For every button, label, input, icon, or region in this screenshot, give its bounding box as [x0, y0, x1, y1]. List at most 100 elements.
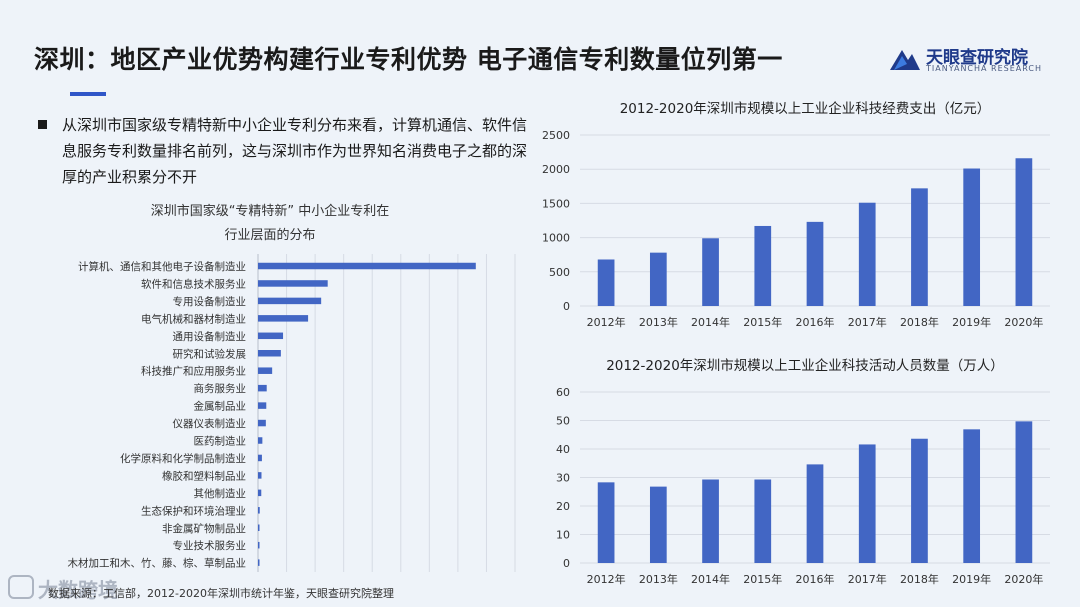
vbar-bar [702, 238, 719, 306]
vbar-ytick-label: 20 [556, 500, 570, 513]
hbar-category-label: 橡胶和塑料制品业 [162, 469, 246, 482]
hbar-category-label: 专业技术服务业 [173, 539, 247, 552]
vbar-ytick-label: 50 [556, 415, 570, 428]
vbar-xtick-label: 2017年 [848, 572, 887, 586]
hbar-bar [258, 297, 322, 305]
page-title: 深圳：地区产业优势构建行业专利优势 电子通信专利数量位列第一 [34, 45, 783, 74]
hbar-title-line-2: 行业层面的分布 [224, 228, 316, 243]
hbar-bar [258, 541, 260, 549]
hbar-category-label: 科技推广和应用服务业 [141, 365, 246, 378]
vbar-bar [963, 168, 981, 306]
vbar-bar [1015, 158, 1033, 306]
hbar-bar [258, 280, 328, 287]
hbar-category-label: 生态保护和环境治理业 [141, 504, 246, 517]
logo-subtitle: TIANYANCHA RESEARCH [926, 64, 1043, 73]
vbar-ytick-label: 1000 [542, 232, 570, 245]
vbar-ytick-label: 500 [549, 266, 570, 279]
vbar-bar [1015, 421, 1033, 563]
brand-logo: 天眼查研究院 TIANYANCHA RESEARCH [888, 42, 1048, 78]
vbar-xtick-label: 2014年 [691, 572, 730, 586]
vbar-bar [754, 479, 772, 563]
rd-personnel-bar-chart: 2012-2020年深圳市规模以上工业企业科技活动人员数量（万人） 0 10 20 30… [556, 357, 1050, 586]
hbar-category-label: 非金属矿物制品业 [162, 522, 246, 535]
vbar-bar [806, 221, 824, 306]
vbar-bar [806, 464, 824, 563]
vbar-bar [649, 252, 667, 306]
watermark-text: 大数跨境 [38, 578, 118, 602]
vbar-bar [597, 259, 615, 306]
hbar-bar [258, 507, 260, 514]
vbar-bar [754, 225, 772, 306]
vbar-xtick-label: 2015年 [743, 315, 782, 329]
vbar-bar [911, 188, 928, 306]
hbar-category-label: 化学原料和化学制品制造业 [120, 452, 246, 465]
vbar-chart-title: 2012-2020年深圳市规模以上工业企业科技活动人员数量（万人） [606, 357, 1004, 374]
vbar-xtick-label: 2012年 [587, 572, 626, 586]
hbar-category-label: 研究和试验发展 [173, 347, 247, 360]
vbar-ytick-label: 40 [556, 443, 570, 456]
hbar-category-label: 仪器仪表制造业 [173, 417, 247, 430]
vbar-bar [858, 444, 876, 563]
vbar-xtick-label: 2020年 [1004, 572, 1043, 586]
title-underline [70, 92, 106, 96]
vbar-xtick-label: 2016年 [796, 572, 835, 586]
hbar-bar [258, 332, 284, 340]
hbar-bar [258, 454, 262, 462]
vbar-ytick-label: 60 [556, 386, 570, 399]
logo-name: 天眼查研究院 [926, 48, 1028, 68]
hbar-category-label: 其他制造业 [194, 487, 247, 500]
vbar-xtick-label: 2015年 [743, 572, 782, 586]
vbar-xtick-label: 2013年 [639, 315, 678, 329]
hbar-chart-title: 深圳市国家级“专精特新” 中小企业专利在 行业层面的分布 [130, 200, 410, 248]
dashu-logo-icon [8, 575, 34, 599]
data-source-note: 数据来源：工信部，2012-2020年深圳市统计年鉴，天眼查研究院整理 [48, 587, 394, 600]
vbar-bar [963, 429, 981, 563]
vbar-bar [702, 479, 719, 563]
vbar-ytick-label: 0 [563, 300, 570, 313]
tianyancha-logo-icon [890, 50, 920, 70]
vbar-ytick-label: 1500 [542, 197, 570, 210]
vbar-bar [649, 486, 667, 563]
vbar-ytick-label: 10 [556, 529, 570, 542]
hbar-bar [258, 262, 476, 270]
watermark: 大数跨境 [8, 573, 138, 602]
hbar-bar [258, 559, 260, 566]
vbar-xtick-label: 2014年 [691, 315, 730, 329]
hbar-category-label: 金属制品业 [194, 400, 247, 413]
hbar-bar [258, 350, 281, 357]
vbar-xtick-label: 2020年 [1004, 315, 1043, 329]
bullet-square-icon [38, 120, 47, 129]
hbar-category-label: 软件和信息技术服务业 [141, 277, 246, 290]
hbar-bar [258, 384, 267, 392]
vbar-xtick-label: 2018年 [900, 572, 939, 586]
vbar-bar [911, 438, 928, 563]
vbar-xtick-label: 2016年 [796, 315, 835, 329]
vbar-chart-title: 2012-2020年深圳市规模以上工业企业科技经费支出（亿元） [620, 100, 991, 117]
hbar-category-label: 专用设备制造业 [173, 295, 247, 308]
hbar-bar [258, 419, 266, 427]
hbar-bar [258, 489, 262, 497]
vbar-ytick-label: 2500 [542, 129, 570, 142]
vbar-ytick-label: 30 [556, 472, 570, 485]
hbar-category-label: 木材加工和木、竹、藤、棕、草制品业 [68, 557, 247, 570]
vbar-xtick-label: 2018年 [900, 315, 939, 329]
vbar-bar [597, 482, 615, 563]
hbar-category-label: 通用设备制造业 [173, 330, 247, 343]
rd-expenditure-bar-chart: 2012-2020年深圳市规模以上工业企业科技经费支出（亿元） 0 500 1000 1… [542, 100, 1050, 329]
hbar-bar [258, 402, 267, 409]
hbar-category-label: 医药制造业 [194, 435, 247, 448]
vbar-bar [858, 202, 876, 306]
vbar-xtick-label: 2019年 [952, 572, 991, 586]
industry-patent-bar-chart: 计算机、通信和其他电子设备制造业软件和信息技术服务业专用设备制造业电气机械和器材… [68, 254, 516, 572]
vbar-xtick-label: 2013年 [639, 572, 678, 586]
hbar-title-line-1: 深圳市国家级“专精特新” 中小企业专利在 [150, 204, 390, 219]
vbar-ytick-label: 2000 [542, 163, 570, 176]
hbar-bar [258, 472, 262, 479]
hbar-bar [258, 437, 263, 444]
bullet-text: 从深圳市国家级专精特新中小企业专利分布来看，计算机通信、软件信息服务专利数量排名… [62, 116, 528, 186]
vbar-xtick-label: 2012年 [587, 315, 626, 329]
hbar-category-label: 商务服务业 [194, 382, 247, 395]
vbar-xtick-label: 2019年 [952, 315, 991, 329]
vbar-xtick-label: 2017年 [848, 315, 887, 329]
